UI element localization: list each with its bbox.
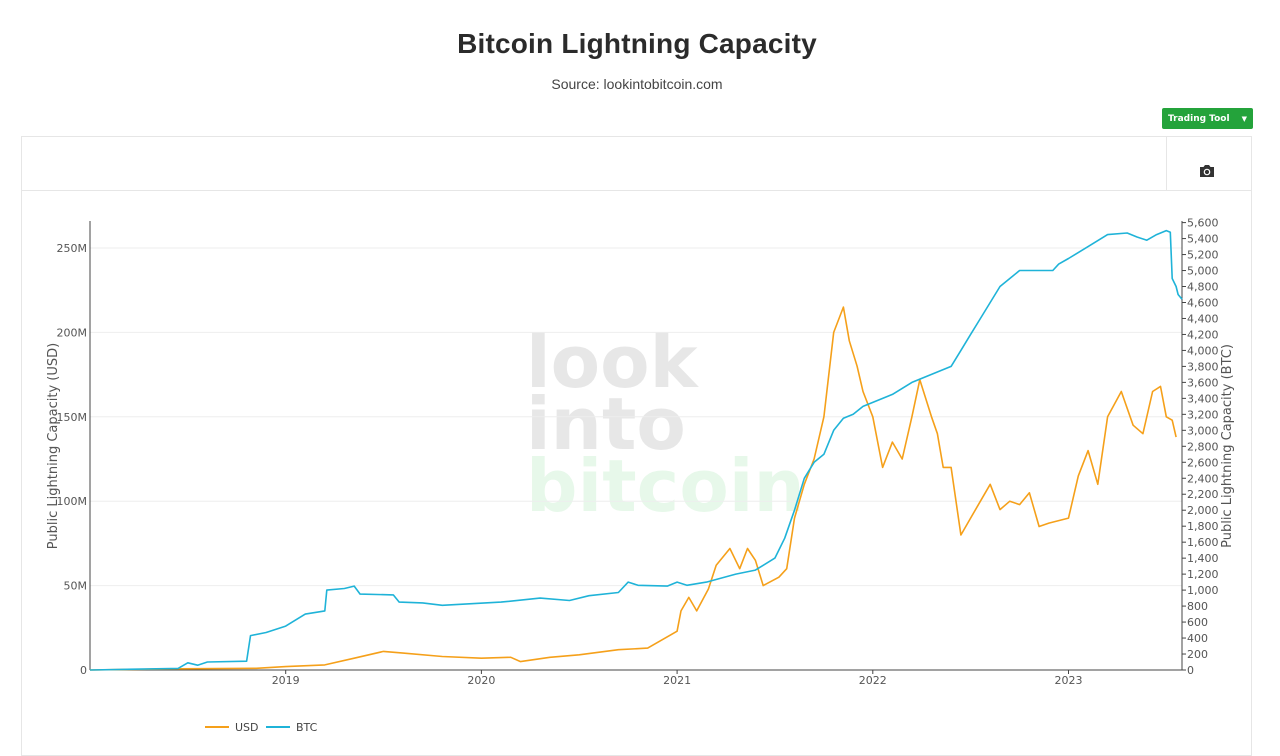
right-tick-label: 2,200 xyxy=(1187,488,1219,501)
chart-panel xyxy=(21,136,1252,756)
x-ticks: 2019 2020 2021 2022 2023 xyxy=(272,670,1082,687)
right-tick-label: 2,000 xyxy=(1187,504,1219,517)
right-tick-label: 5,400 xyxy=(1187,233,1219,246)
right-tick-label: 800 xyxy=(1187,600,1208,613)
left-tick-label: 50M xyxy=(64,580,88,593)
series xyxy=(89,229,1183,671)
watermark-look: look xyxy=(526,320,700,404)
right-tick-label: 3,000 xyxy=(1187,424,1219,437)
right-tick-label: 3,600 xyxy=(1187,376,1219,389)
right-tick-label: 1,600 xyxy=(1187,536,1219,549)
right-tick-label: 4,400 xyxy=(1187,312,1219,325)
page-title: Bitcoin Lightning Capacity xyxy=(457,28,817,59)
right-tick-label: 2,600 xyxy=(1187,456,1219,469)
trading-tool-label: Trading Tool xyxy=(1168,113,1230,124)
page-subtitle: Source: lookintobitcoin.com xyxy=(551,76,723,92)
chart-toolbar xyxy=(22,137,1251,191)
right-axis-label: Public Lightning Capacity (BTC) xyxy=(1220,344,1235,548)
right-tick-label: 4,600 xyxy=(1187,296,1219,309)
right-tick-label: 400 xyxy=(1187,632,1208,645)
right-tick-label: 5,200 xyxy=(1187,249,1219,262)
legend: USD BTC xyxy=(205,721,318,734)
left-tick-label: 200M xyxy=(57,326,88,339)
x-tick-label: 2019 xyxy=(272,674,300,687)
right-tick-label: 1,400 xyxy=(1187,552,1219,565)
legend-usd-label: USD xyxy=(235,721,259,734)
right-tick-label: 1,200 xyxy=(1187,568,1219,581)
left-y-ticks: 0 50M 100M 150M 200M 250M xyxy=(57,242,88,677)
series-line-btc xyxy=(89,229,1183,671)
trading-tool-button[interactable]: Trading Tool ▼ xyxy=(1162,108,1253,129)
x-tick-label: 2023 xyxy=(1054,674,1082,687)
right-tick-label: 600 xyxy=(1187,616,1208,629)
axes xyxy=(89,221,1183,671)
caret-down-icon: ▼ xyxy=(1241,114,1247,123)
legend-usd[interactable]: USD xyxy=(205,721,259,734)
right-tick-label: 1,000 xyxy=(1187,584,1219,597)
right-tick-label: 2,800 xyxy=(1187,440,1219,453)
legend-btc[interactable]: BTC xyxy=(266,721,318,734)
camera-icon[interactable] xyxy=(1198,163,1220,181)
watermark-bitcoin: bitcoin xyxy=(526,444,805,528)
x-tick-label: 2020 xyxy=(467,674,495,687)
right-tick-label: 0 xyxy=(1187,664,1194,677)
right-y-ticks: 0 200 400 600 800 1,000 1,200 1,400 1,600 1,800 2,… xyxy=(1182,217,1219,677)
right-tick-label: 5,000 xyxy=(1187,265,1219,278)
right-tick-label: 4,800 xyxy=(1187,281,1219,294)
left-tick-label: 100M xyxy=(57,495,88,508)
left-axis-label: Public Lightning Capacity (USD) xyxy=(46,343,61,549)
left-tick-label: 0 xyxy=(80,664,87,677)
x-tick-label: 2021 xyxy=(663,674,691,687)
legend-btc-label: BTC xyxy=(296,721,318,734)
right-tick-label: 1,800 xyxy=(1187,520,1219,533)
right-tick-label: 200 xyxy=(1187,648,1208,661)
lightning-capacity-chart: look into bitcoin 0 50M 100M 150M 200M 250M 0… xyxy=(46,217,1235,734)
series-line-usd xyxy=(89,306,1177,671)
x-tick-label: 2022 xyxy=(859,674,887,687)
right-tick-label: 2,400 xyxy=(1187,472,1219,485)
watermark-into: into xyxy=(526,382,686,466)
left-tick-label: 150M xyxy=(57,411,88,424)
right-tick-label: 3,200 xyxy=(1187,408,1219,421)
left-tick-label: 250M xyxy=(57,242,88,255)
right-tick-label: 3,400 xyxy=(1187,392,1219,405)
right-tick-label: 5,600 xyxy=(1187,217,1219,230)
right-tick-label: 4,000 xyxy=(1187,344,1219,357)
grid-lines xyxy=(90,247,1182,587)
toolbar-divider xyxy=(1166,137,1167,191)
right-tick-label: 4,200 xyxy=(1187,328,1219,341)
right-tick-label: 3,800 xyxy=(1187,360,1219,373)
watermark: look into bitcoin xyxy=(526,320,805,528)
